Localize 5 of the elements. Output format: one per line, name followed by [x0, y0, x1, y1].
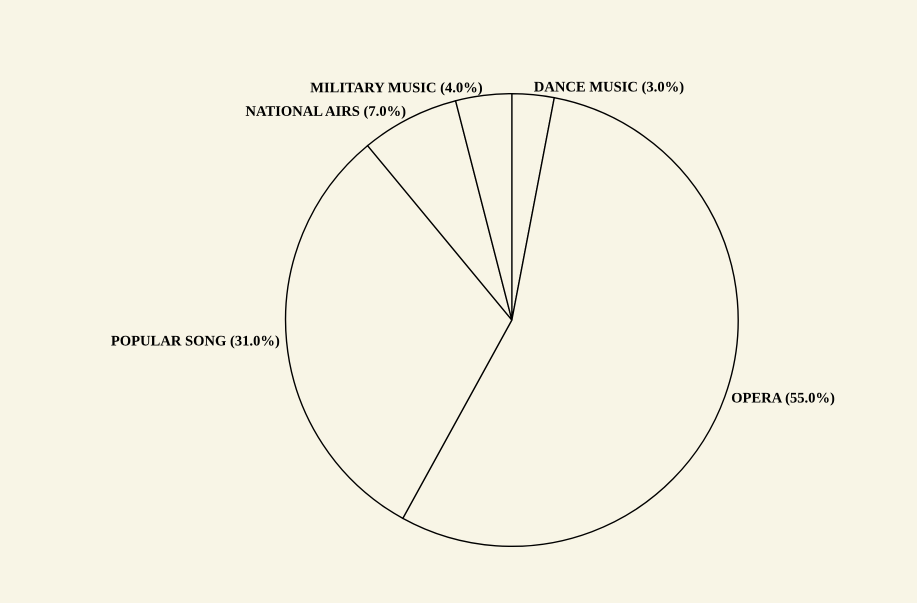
- slice-label: MILITARY MUSIC (4.0%): [310, 82, 482, 96]
- slice-label: POPULAR SONG (31.0%): [111, 335, 280, 349]
- slice-label: OPERA (55.0%): [732, 392, 834, 406]
- slice-label: DANCE MUSIC (3.0%): [534, 81, 684, 95]
- slice-label: NATIONAL AIRS (7.0%): [246, 106, 406, 119]
